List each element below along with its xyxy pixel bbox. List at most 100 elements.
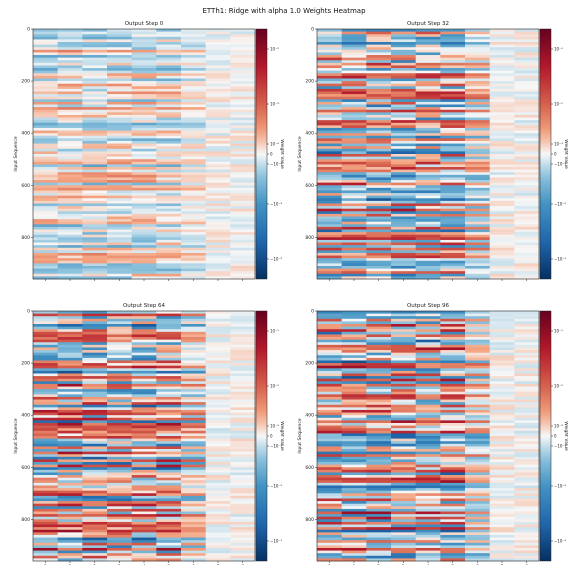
- heatmap-cell: [33, 239, 59, 243]
- heatmap-cell: [317, 156, 343, 160]
- heatmap-cell: [465, 352, 491, 356]
- heatmap-cell: [131, 373, 157, 377]
- heatmap-cell: [230, 412, 256, 416]
- heatmap-cell: [82, 555, 108, 559]
- heatmap-cell: [107, 378, 133, 382]
- heatmap-cell: [415, 73, 441, 77]
- heatmap-cell: [57, 226, 83, 230]
- heatmap-cell: [391, 122, 417, 126]
- heatmap-cell: [514, 42, 540, 46]
- heatmap-cell: [465, 498, 491, 502]
- heatmap-cell: [317, 86, 343, 90]
- heatmap-cell: [440, 493, 466, 497]
- colorbar-tick-label: 10⁻³: [270, 102, 279, 107]
- heatmap-cell: [415, 112, 441, 116]
- heatmap-cell: [181, 415, 207, 419]
- heatmap-cell: [415, 324, 441, 328]
- heatmap-cell: [440, 459, 466, 463]
- heatmap-cell: [514, 156, 540, 160]
- heatmap-cell: [465, 475, 491, 479]
- heatmap-cell: [131, 344, 157, 348]
- heatmap-cell: [131, 70, 157, 74]
- heatmap-cell: [131, 469, 157, 473]
- heatmap-cell: [391, 78, 417, 82]
- heatmap-cell: [366, 412, 392, 416]
- heatmap-cell: [391, 441, 417, 445]
- heatmap-cell: [514, 347, 540, 351]
- heatmap-cell: [181, 237, 207, 241]
- heatmap-cell: [341, 501, 367, 505]
- heatmap-cell: [205, 363, 231, 367]
- heatmap-cell: [465, 133, 491, 137]
- heatmap-cell: [181, 422, 207, 426]
- heatmap-cell: [514, 449, 540, 453]
- heatmap-cell: [181, 467, 207, 471]
- heatmap-cell: [341, 146, 367, 150]
- heatmap-cell: [33, 485, 59, 489]
- heatmap-cell: [440, 477, 466, 481]
- heatmap-cell: [230, 47, 256, 51]
- heatmap-cell: [33, 459, 59, 463]
- heatmap-cell: [33, 337, 59, 341]
- heatmap-cell: [391, 130, 417, 134]
- heatmap-cell: [82, 495, 108, 499]
- heatmap-cell: [415, 47, 441, 51]
- heatmap-cell: [57, 391, 83, 395]
- heatmap-cell: [156, 555, 182, 559]
- heatmap-cell: [366, 237, 392, 241]
- heatmap-cell: [107, 311, 133, 314]
- heatmap-cell: [131, 488, 157, 492]
- heatmap-cell: [514, 436, 540, 439]
- heatmap-cell: [465, 370, 491, 374]
- heatmap-cell: [57, 514, 83, 518]
- heatmap-cell: [489, 263, 515, 267]
- heatmap-cell: [366, 391, 392, 395]
- heatmap-cell: [514, 469, 540, 473]
- heatmap-cell: [440, 250, 466, 254]
- heatmap-cell: [391, 172, 417, 176]
- heatmap-cell: [131, 537, 157, 541]
- colorbar-tick-label: 0: [270, 152, 273, 157]
- heatmap-cell: [415, 464, 441, 468]
- heatmap-cell: [181, 438, 207, 442]
- heatmap-cell: [131, 436, 157, 439]
- heatmap-cell: [131, 417, 157, 421]
- heatmap-cell: [230, 81, 256, 85]
- heatmap-cell: [230, 101, 256, 105]
- heatmap-cell: [391, 464, 417, 468]
- heatmap-cell: [57, 553, 83, 557]
- heatmap-cell: [230, 337, 256, 341]
- heatmap-cell: [107, 409, 133, 413]
- heatmap-cell: [440, 527, 466, 531]
- heatmap-cell: [489, 161, 515, 165]
- heatmap-cell: [465, 96, 491, 100]
- heatmap-cell: [181, 376, 207, 380]
- heatmap-cell: [156, 180, 182, 184]
- heatmap-cell: [514, 477, 540, 481]
- heatmap-cell: [366, 394, 392, 398]
- heatmap-cell: [465, 268, 491, 272]
- heatmap-cell: [181, 326, 207, 330]
- heatmap-cell: [465, 383, 491, 387]
- heatmap-cell: [230, 363, 256, 367]
- heatmap-cell: [181, 545, 207, 549]
- heatmap-cell: [317, 547, 343, 551]
- heatmap-cell: [341, 211, 367, 215]
- heatmap-cell: [391, 180, 417, 184]
- heatmap-cell: [341, 472, 367, 476]
- heatmap-cell: [57, 148, 83, 152]
- heatmap-cell: [440, 420, 466, 424]
- heatmap-cell: [489, 42, 515, 46]
- heatmap-cell: [131, 381, 157, 385]
- heatmap-cell: [230, 415, 256, 419]
- heatmap-cell: [33, 104, 59, 108]
- heatmap-cell: [230, 516, 256, 520]
- heatmap-cell: [489, 49, 515, 53]
- heatmap-cell: [341, 547, 367, 551]
- heatmap-cell: [107, 265, 133, 269]
- heatmap-cell: [107, 94, 133, 98]
- heatmap-cell: [366, 151, 392, 155]
- heatmap-cell: [107, 344, 133, 348]
- heatmap-cell: [440, 464, 466, 468]
- heatmap-cell: [317, 219, 343, 223]
